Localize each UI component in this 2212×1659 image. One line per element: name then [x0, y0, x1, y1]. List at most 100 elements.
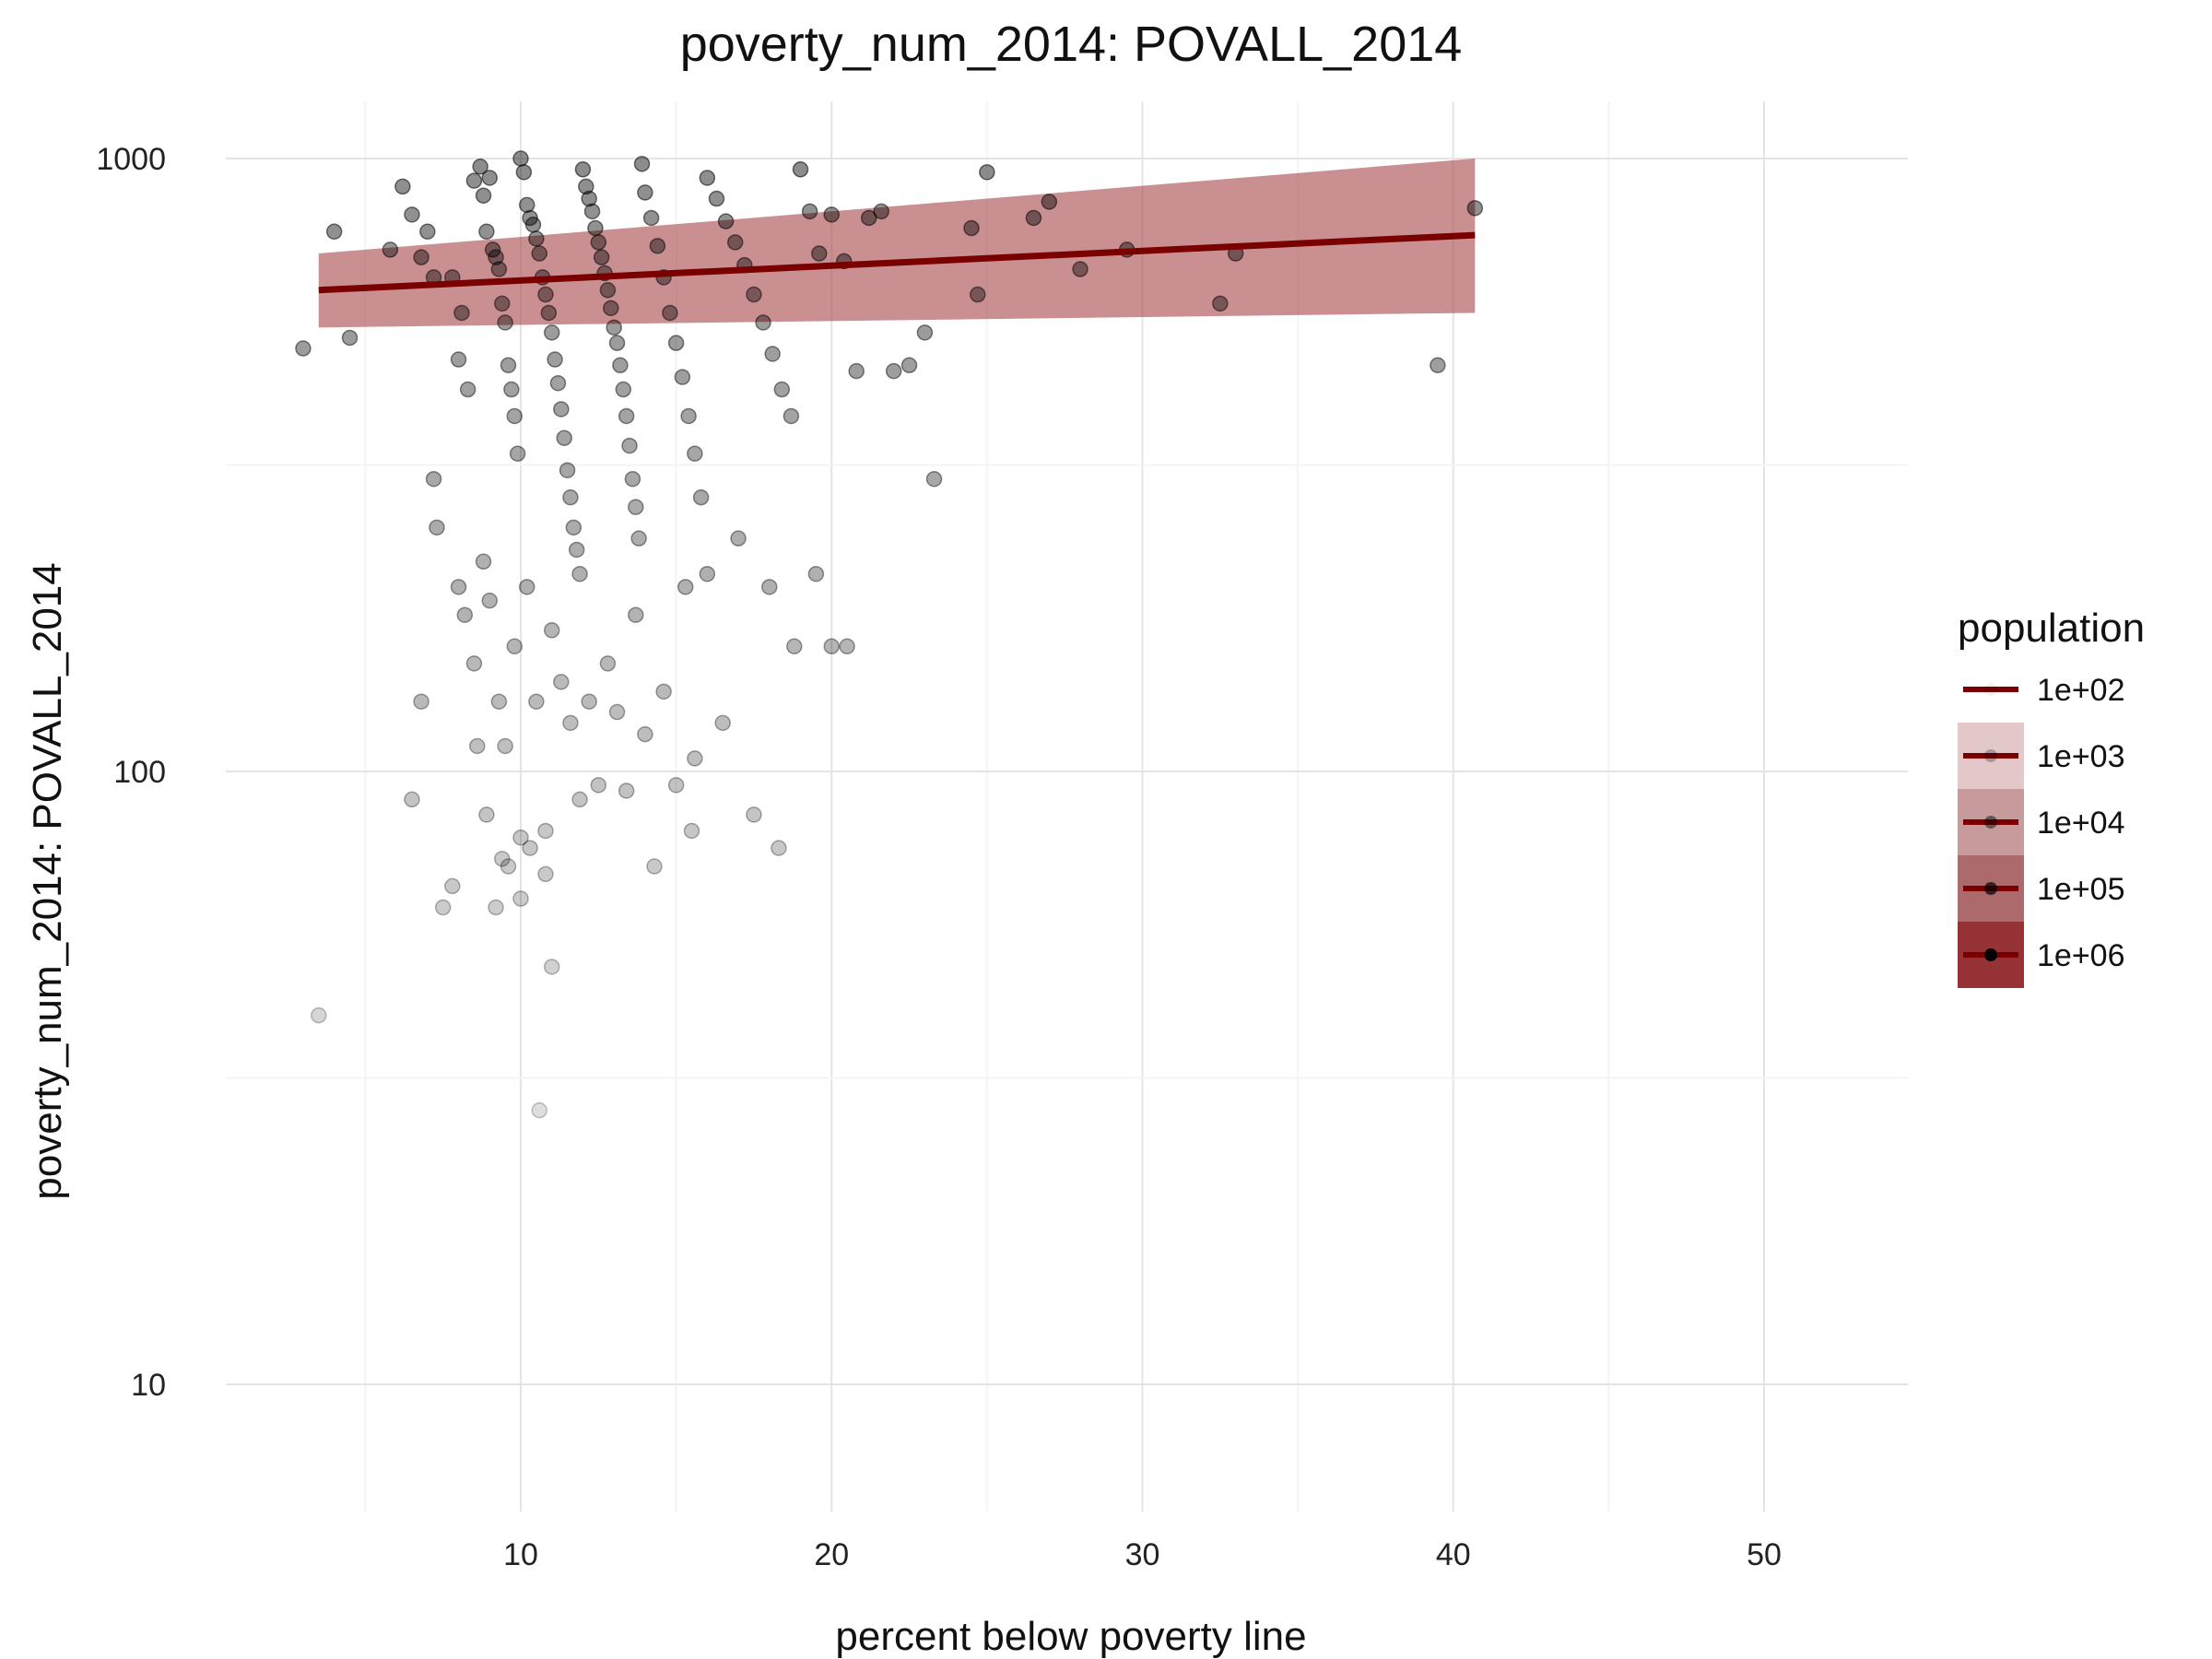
- data-point: [764, 346, 781, 362]
- data-point: [599, 282, 617, 299]
- data-point: [583, 203, 601, 220]
- data-point: [453, 304, 470, 322]
- data-point: [581, 190, 597, 207]
- data-point: [540, 304, 558, 322]
- data-point: [633, 156, 651, 172]
- data-point: [618, 782, 635, 799]
- data-point: [404, 791, 420, 808]
- data-point: [490, 261, 508, 277]
- legend-key-point: [1984, 749, 1997, 762]
- data-point: [434, 899, 452, 916]
- data-point: [646, 858, 663, 875]
- legend-label: 1e+02: [2037, 673, 2125, 708]
- data-point: [537, 865, 554, 883]
- data-point: [687, 750, 703, 767]
- data-point: [524, 217, 542, 233]
- data-point: [325, 223, 343, 241]
- data-point: [782, 407, 800, 425]
- data-point: [667, 335, 685, 351]
- data-point: [503, 381, 520, 398]
- data-point: [692, 488, 710, 506]
- data-point: [488, 249, 504, 265]
- data-point: [444, 877, 461, 895]
- data-point: [341, 329, 359, 347]
- data-point: [823, 206, 840, 223]
- legend-title: population: [1958, 606, 2145, 651]
- data-point: [494, 851, 511, 867]
- axis-tick-labels: 10 20 30 40 50 10 100 1000: [96, 142, 1782, 1572]
- data-point: [916, 324, 934, 341]
- y-tick-label: 10: [131, 1368, 166, 1403]
- data-point: [761, 579, 778, 595]
- data-point: [531, 1101, 547, 1119]
- legend-label: 1e+04: [2037, 806, 2125, 841]
- data-point: [549, 374, 567, 392]
- data-point: [565, 519, 582, 536]
- data-point: [568, 541, 585, 559]
- data-point: [450, 579, 467, 595]
- legend-item: 1e+03: [1958, 723, 2125, 789]
- confidence-band: [318, 159, 1476, 328]
- legend-item: 1e+02: [1958, 656, 2125, 723]
- legend-key-point: [1984, 816, 1997, 829]
- data-point: [528, 693, 545, 710]
- data-point: [642, 209, 660, 227]
- data-point: [571, 565, 588, 582]
- data-point: [559, 462, 576, 478]
- data-point: [885, 362, 902, 380]
- data-point: [574, 161, 592, 178]
- data-point: [848, 362, 865, 380]
- grid: [226, 101, 1908, 1512]
- data-point: [512, 830, 529, 846]
- data-point: [680, 407, 697, 425]
- data-point: [699, 170, 716, 186]
- data-point: [556, 429, 572, 446]
- data-point: [755, 314, 771, 331]
- data-point: [963, 219, 980, 237]
- legend-entries: 1e+02 1e+03 1e+04 1e+05 1e+06: [1958, 656, 2125, 988]
- data-point: [630, 530, 647, 547]
- data-point: [518, 196, 535, 214]
- data-point: [531, 245, 547, 262]
- data-point: [590, 777, 607, 794]
- data-point: [472, 159, 488, 175]
- data-point: [1212, 295, 1229, 312]
- data-point: [512, 890, 529, 907]
- data-point: [404, 206, 420, 223]
- data-point: [475, 553, 492, 571]
- data-point: [603, 300, 619, 317]
- data-point: [537, 822, 554, 840]
- data-point: [512, 150, 529, 167]
- data-point: [608, 335, 626, 351]
- data-point: [621, 437, 638, 454]
- data-point: [599, 655, 617, 672]
- data-point: [811, 245, 828, 262]
- x-tick-label: 10: [503, 1537, 538, 1572]
- data-point: [543, 324, 560, 341]
- data-point: [456, 606, 474, 623]
- data-point: [429, 519, 445, 536]
- legend: population 1e+02 1e+03 1e+04 1e+05 1e+06: [1958, 606, 2145, 988]
- data-point: [730, 530, 747, 547]
- legend-key-point: [1984, 948, 1997, 961]
- data-point: [1025, 209, 1042, 227]
- data-point: [562, 488, 579, 506]
- data-point: [900, 357, 918, 374]
- data-point: [547, 351, 563, 368]
- data-point: [649, 238, 666, 254]
- data-point: [979, 164, 995, 181]
- data-point: [581, 693, 597, 710]
- data-point: [459, 381, 477, 398]
- legend-key-point: [1984, 882, 1997, 895]
- data-point: [497, 314, 513, 331]
- data-point: [823, 638, 840, 655]
- data-point: [515, 164, 533, 181]
- x-tick-label: 20: [814, 1537, 849, 1572]
- data-point: [860, 209, 877, 227]
- data-point: [677, 579, 694, 595]
- data-point: [683, 822, 700, 840]
- data-point: [655, 683, 672, 700]
- data-point: [522, 840, 538, 856]
- chart-title: poverty_num_2014: POVALL_2014: [680, 17, 1463, 72]
- x-axis-title: percent below poverty line: [835, 1614, 1306, 1659]
